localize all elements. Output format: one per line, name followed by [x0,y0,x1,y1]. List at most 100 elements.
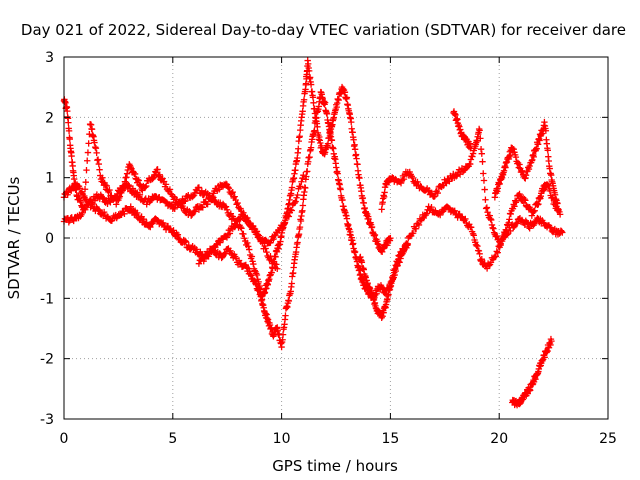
data-point [442,179,449,186]
data-point [79,209,86,217]
data-point [489,224,496,231]
data-point [182,238,190,245]
data-point [451,207,458,214]
data-point [476,250,483,258]
data-point [360,199,368,207]
data-point [371,231,379,239]
data-point [65,127,73,135]
data-point [156,171,163,178]
data-point [493,248,500,255]
data-point [216,199,224,206]
data-point [95,206,102,214]
data-point [477,145,485,153]
data-point [150,174,157,182]
data-point [127,164,134,171]
data-point [241,235,248,242]
data-point [309,94,317,101]
data-point [142,184,149,191]
data-point [64,107,71,115]
data-point [226,230,234,237]
data-point [199,204,206,211]
data-point [430,193,438,201]
data-point [533,145,540,152]
data-point [304,168,311,175]
data-point [246,246,253,253]
data-point [223,234,231,241]
data-point [102,181,109,189]
data-point [103,182,110,190]
data-point [335,96,342,104]
data-point [118,211,125,219]
data-point [486,212,493,219]
data-point [94,156,102,163]
data-point [271,232,278,239]
data-point [512,199,520,206]
chart-title: Day 021 of 2022, Sidereal Day-to-day VTE… [21,21,626,39]
data-point [216,186,223,193]
data-point [397,255,404,262]
y-tick-label: -1 [40,291,54,307]
data-point [263,248,270,256]
data-point [223,206,231,213]
data-point [243,215,250,223]
data-point [250,277,258,284]
data-point [505,219,512,227]
data-point [170,204,177,211]
data-point [292,167,299,174]
data-point [452,111,459,119]
data-point [506,216,513,223]
data-point [171,205,178,213]
data-point [488,216,495,224]
data-point [285,297,293,305]
data-point [77,198,84,206]
data-point [479,158,486,165]
data-point [93,149,100,157]
x-tick-label: 5 [168,431,177,447]
data-point [140,216,147,223]
data-point [274,265,281,272]
data-point [493,232,501,240]
y-axis-label: SDTVAR / TECUs [5,176,23,299]
data-point [403,240,410,247]
data-point [350,136,357,143]
x-tick-label: 10 [273,431,291,447]
data-point [205,253,212,260]
data-point [251,225,259,233]
data-point [431,192,439,200]
data-point [79,202,87,210]
data-point [228,189,235,197]
x-tick-label: 20 [490,431,508,447]
data-point [415,221,423,229]
data-point [125,181,132,189]
data-point [513,197,520,205]
data-point [522,175,529,182]
data-point [481,186,488,193]
data-point [385,285,393,292]
data-point [243,264,250,271]
data-point [182,197,189,205]
data-point [270,236,277,243]
data-point [238,225,245,232]
data-point [391,271,398,279]
data-point [297,183,304,190]
data-point [131,170,139,178]
data-point [548,337,555,345]
data-point [425,187,433,194]
data-point [135,177,142,184]
data-point [450,208,457,215]
data-point [536,137,543,144]
data-point [72,180,79,187]
data-point [556,211,564,218]
data-point [193,246,200,253]
data-point [292,198,299,205]
data-point [228,250,235,257]
data-point [65,119,72,126]
data-point [66,135,74,143]
data-point [155,172,162,179]
data-point [306,153,313,161]
data-point [531,207,538,214]
data-point [400,175,408,183]
data-point [285,213,293,220]
data-point [453,172,461,179]
